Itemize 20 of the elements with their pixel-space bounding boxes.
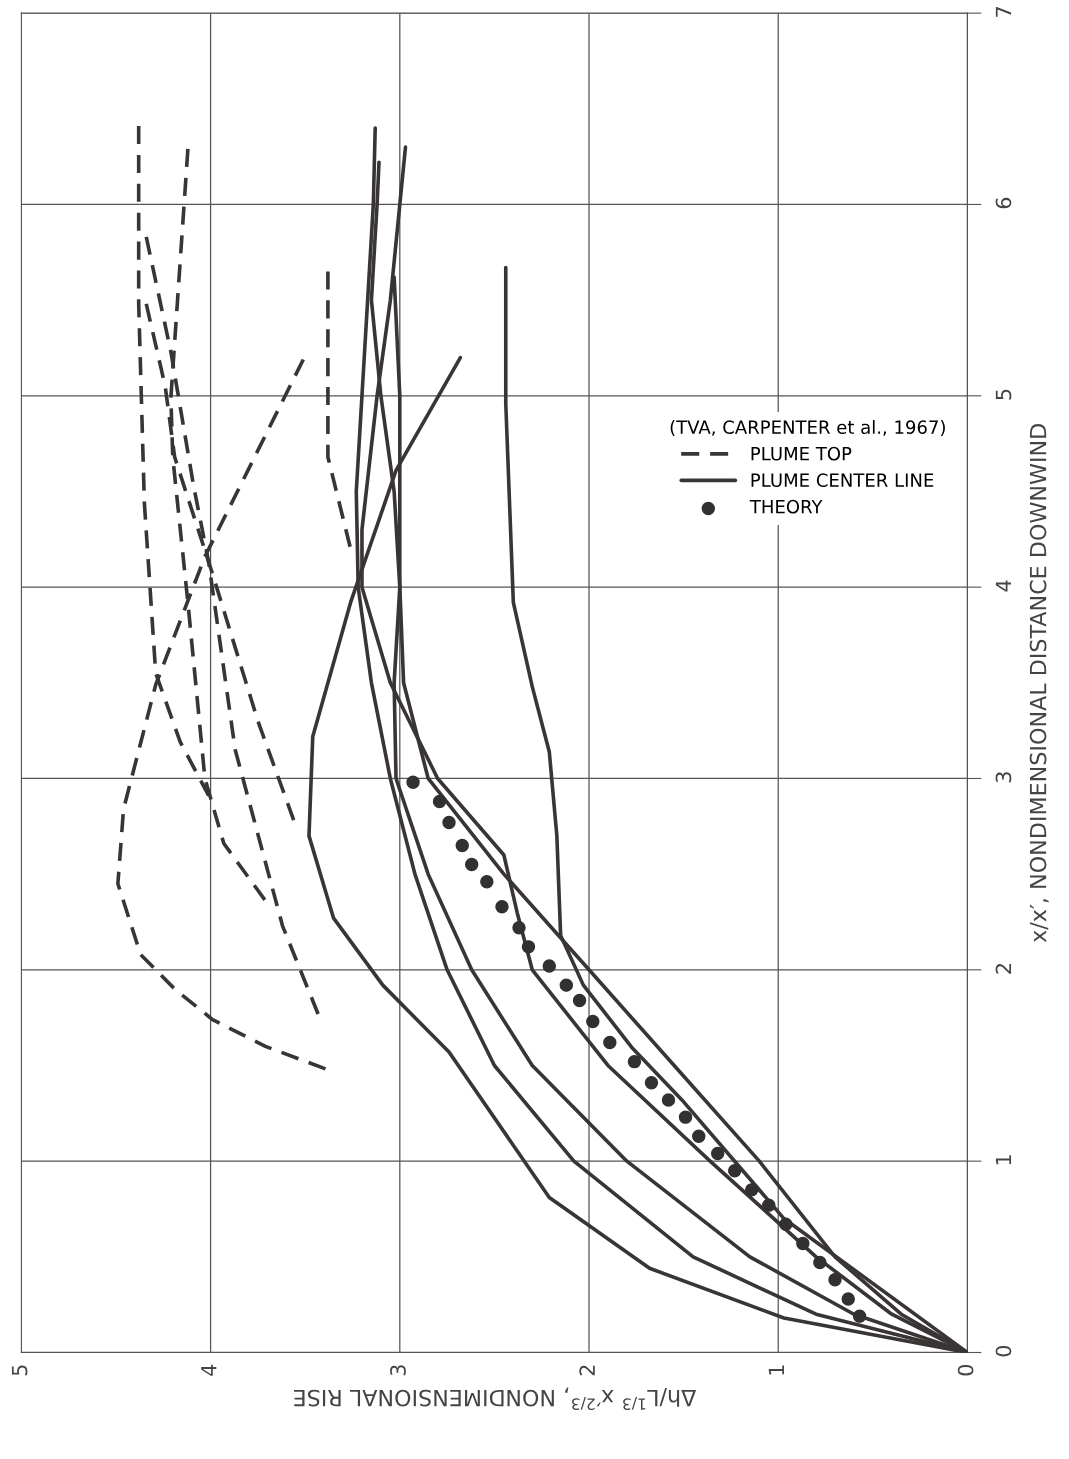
x-tick-label: 3 <box>390 1365 406 1376</box>
x-tick-label: 0 <box>957 1364 974 1376</box>
y-tick-label: 1 <box>995 1155 1012 1165</box>
y-tick-label: 6 <box>995 197 1012 209</box>
y-tick-label: 2 <box>995 963 1012 974</box>
x-tick-label: 2 <box>579 1365 595 1376</box>
x-tick-label: 4 <box>201 1364 217 1376</box>
legend-label: THEORY <box>749 499 823 514</box>
y-tick-label: 5 <box>995 389 1012 400</box>
x-tick-label: 1 <box>768 1365 784 1375</box>
legend-label: PLUME CENTER LINE <box>751 473 934 487</box>
y-tick-label: 0 <box>995 1345 1012 1357</box>
y-tick-label: 7 <box>995 7 1012 17</box>
y-tick-label: 3 <box>995 772 1012 783</box>
x-axis-title: Δh/L$^{1/3}$ x′$^{2/3}$, NONDIMENSIONAL RISE <box>294 1387 697 1411</box>
legend-title: (TVA, CARPENTER et al., 1967) <box>670 420 945 437</box>
y-tick-label: 4 <box>995 580 1012 592</box>
x-tick-label: 5 <box>11 1365 28 1376</box>
legend-label: PLUME TOP <box>751 446 852 461</box>
y-axis-title: x/x′, NONDIMENSIONAL DISTANCE DOWNWIND <box>1029 424 1049 943</box>
